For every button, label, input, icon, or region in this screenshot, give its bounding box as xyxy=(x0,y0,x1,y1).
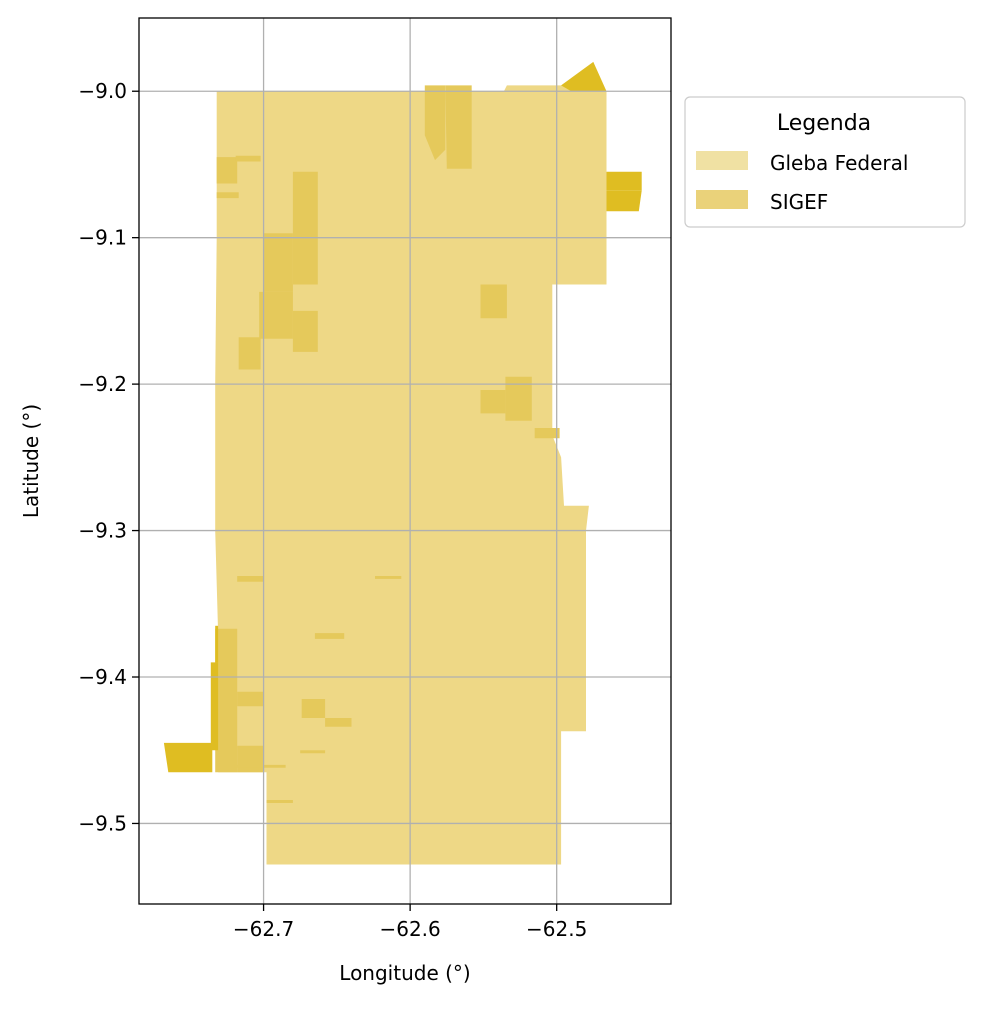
legend-swatch-sigef xyxy=(696,190,748,209)
sigef-polygon-1-19 xyxy=(237,576,264,582)
sigef-polygon-1-22 xyxy=(234,764,286,768)
sigef-polygon-1-24 xyxy=(300,750,326,754)
y-tick-label: −9.4 xyxy=(78,665,127,689)
sigef-polygon-1-23 xyxy=(266,800,293,803)
legend: Legenda Gleba Federal SIGEF xyxy=(684,96,966,228)
x-tick-label: −62.7 xyxy=(233,917,294,941)
sigef-polygon-1-21 xyxy=(375,576,402,579)
sigef-polygon-1-14 xyxy=(215,628,238,773)
sigef-polygon-1-1 xyxy=(424,85,446,161)
legend-label-gleba-federal: Gleba Federal xyxy=(770,151,908,175)
axis-ticks: −62.7 −62.6 −62.5 −9.0 −9.1 −9.2 −9.3 −9.4 −9.5 xyxy=(78,79,587,941)
legend-title: Legenda xyxy=(777,111,871,136)
x-tick-label: −62.6 xyxy=(379,917,440,941)
y-tick-label: −9.2 xyxy=(78,372,127,396)
sigef-polygon-1-12 xyxy=(480,390,506,414)
sigef-polygon-1-15 xyxy=(237,691,264,707)
sigef-polygon-2-1 xyxy=(606,171,642,191)
legend-swatch-gleba-federal xyxy=(696,151,748,170)
sigef-polygon-2-2 xyxy=(606,190,642,212)
legend-box xyxy=(684,96,966,228)
y-tick-label: −9.5 xyxy=(78,811,127,835)
y-tick-label: −9.0 xyxy=(78,79,127,103)
sigef-polygon-2-0 xyxy=(561,61,607,92)
sigef-polygon-2-4 xyxy=(210,662,219,751)
sigef-polygon-1-7 xyxy=(216,157,238,184)
legend-label-sigef: SIGEF xyxy=(770,190,828,214)
sigef-polygon-1-8 xyxy=(235,155,261,162)
y-axis-label: Latitude (°) xyxy=(19,404,43,518)
sigef-polygon-1-20 xyxy=(314,633,345,639)
sigef-polygon-1-3 xyxy=(263,233,293,292)
y-tick-label: −9.1 xyxy=(78,226,127,250)
sigef-polygon-1-5 xyxy=(292,310,318,352)
sigef-polygon-2-3 xyxy=(163,742,213,773)
sigef-polygon-2-5 xyxy=(215,625,219,663)
gleba-federal-polygon-0-0 xyxy=(215,85,607,865)
sigef-polygon-1-9 xyxy=(216,192,239,199)
sigef-polygon-1-13 xyxy=(534,428,560,439)
sigef-polygon-1-10 xyxy=(480,284,507,319)
y-tick-label: −9.3 xyxy=(78,519,127,543)
sigef-polygon-1-2 xyxy=(292,171,318,285)
x-tick-label: −62.5 xyxy=(526,917,587,941)
sigef-polygon-1-11 xyxy=(505,376,532,421)
map-polygons xyxy=(163,61,642,865)
sigef-polygon-1-6 xyxy=(238,337,261,370)
sigef-polygon-1-0 xyxy=(445,85,472,169)
sigef-polygon-1-16 xyxy=(237,745,264,773)
x-axis-label: Longitude (°) xyxy=(339,961,470,985)
sigef-polygon-1-18 xyxy=(325,718,352,727)
sigef-polygon-1-4 xyxy=(259,291,293,339)
plot-frame xyxy=(138,17,672,905)
sigef-polygon-1-17 xyxy=(301,699,326,718)
gridlines xyxy=(139,18,671,904)
